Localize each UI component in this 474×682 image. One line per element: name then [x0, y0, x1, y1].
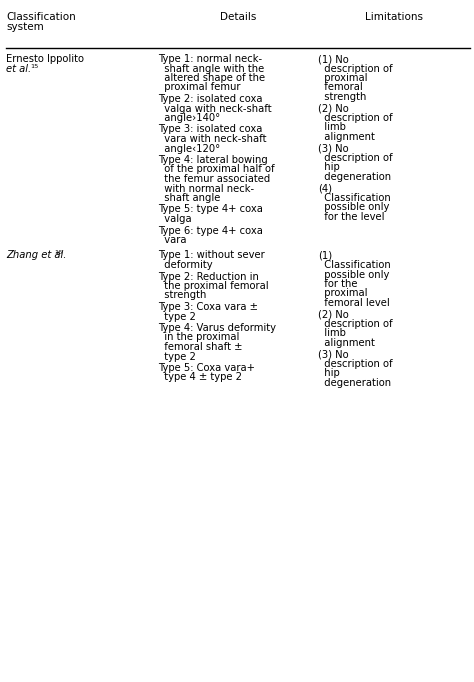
Text: Ernesto Ippolito: Ernesto Ippolito: [6, 54, 84, 64]
Text: description of: description of: [318, 359, 392, 369]
Text: altered shape of the: altered shape of the: [158, 73, 265, 83]
Text: Type 2: isolated coxa: Type 2: isolated coxa: [158, 94, 263, 104]
Text: deformity: deformity: [158, 260, 213, 270]
Text: femoral level: femoral level: [318, 298, 390, 308]
Text: description of: description of: [318, 113, 392, 123]
Text: (3) No: (3) No: [318, 143, 348, 153]
Text: Classification: Classification: [318, 260, 391, 270]
Text: et al.: et al.: [6, 63, 31, 74]
Text: (1): (1): [318, 250, 332, 261]
Text: shaft angle with the: shaft angle with the: [158, 63, 264, 74]
Text: 15: 15: [30, 63, 38, 68]
Text: for the level: for the level: [318, 212, 384, 222]
Text: Zhang et al.: Zhang et al.: [6, 250, 66, 261]
Text: femoral: femoral: [318, 83, 363, 93]
Text: valga with neck-shaft: valga with neck-shaft: [158, 104, 272, 113]
Text: (4): (4): [318, 183, 332, 194]
Text: Type 2: Reduction in: Type 2: Reduction in: [158, 271, 259, 282]
Text: description of: description of: [318, 319, 392, 329]
Text: possible only: possible only: [318, 269, 389, 280]
Text: limb: limb: [318, 329, 346, 338]
Text: type 4 ± type 2: type 4 ± type 2: [158, 372, 242, 383]
Text: femoral shaft ±: femoral shaft ±: [158, 342, 243, 352]
Text: angle›140°: angle›140°: [158, 113, 220, 123]
Text: hip: hip: [318, 368, 340, 379]
Text: 16: 16: [54, 250, 62, 256]
Text: Details: Details: [220, 12, 256, 22]
Text: Classification: Classification: [6, 12, 76, 22]
Text: Type 5: Coxa vara+: Type 5: Coxa vara+: [158, 363, 255, 373]
Text: (3) No: (3) No: [318, 349, 348, 359]
Text: proximal: proximal: [318, 288, 367, 299]
Text: valga: valga: [158, 214, 191, 224]
Text: for the: for the: [318, 279, 357, 289]
Text: Type 3: Coxa vara ±: Type 3: Coxa vara ±: [158, 302, 258, 312]
Text: Limitations: Limitations: [365, 12, 423, 22]
Text: type 2: type 2: [158, 351, 196, 361]
Text: Type 4: Varus deformity: Type 4: Varus deformity: [158, 323, 276, 333]
Text: description of: description of: [318, 63, 392, 74]
Text: proximal femur: proximal femur: [158, 83, 240, 93]
Text: of the proximal half of: of the proximal half of: [158, 164, 274, 175]
Text: strength: strength: [158, 291, 206, 301]
Text: strength: strength: [318, 92, 366, 102]
Text: (2) No: (2) No: [318, 104, 349, 113]
Text: with normal neck-: with normal neck-: [158, 183, 254, 194]
Text: vara: vara: [158, 235, 186, 245]
Text: (1) No: (1) No: [318, 54, 349, 64]
Text: hip: hip: [318, 162, 340, 173]
Text: description of: description of: [318, 153, 392, 163]
Text: alignment: alignment: [318, 132, 375, 142]
Text: type 2: type 2: [158, 312, 196, 321]
Text: Type 5: type 4+ coxa: Type 5: type 4+ coxa: [158, 205, 263, 215]
Text: Type 6: type 4+ coxa: Type 6: type 4+ coxa: [158, 226, 263, 235]
Text: Type 1: without sever: Type 1: without sever: [158, 250, 265, 261]
Text: the proximal femoral: the proximal femoral: [158, 281, 269, 291]
Text: angle‹120°: angle‹120°: [158, 143, 220, 153]
Text: shaft angle: shaft angle: [158, 193, 220, 203]
Text: degeneration: degeneration: [318, 378, 391, 388]
Text: system: system: [6, 22, 44, 31]
Text: Type 3: isolated coxa: Type 3: isolated coxa: [158, 125, 263, 134]
Text: degeneration: degeneration: [318, 172, 391, 182]
Text: Type 1: normal neck-: Type 1: normal neck-: [158, 54, 262, 64]
Text: alignment: alignment: [318, 338, 375, 348]
Text: Type 4: lateral bowing: Type 4: lateral bowing: [158, 155, 268, 165]
Text: the femur associated: the femur associated: [158, 174, 270, 184]
Text: (2) No: (2) No: [318, 310, 349, 319]
Text: in the proximal: in the proximal: [158, 333, 239, 342]
Text: possible only: possible only: [318, 203, 389, 213]
Text: limb: limb: [318, 123, 346, 132]
Text: proximal: proximal: [318, 73, 367, 83]
Text: vara with neck-shaft: vara with neck-shaft: [158, 134, 266, 144]
Text: Classification: Classification: [318, 193, 391, 203]
